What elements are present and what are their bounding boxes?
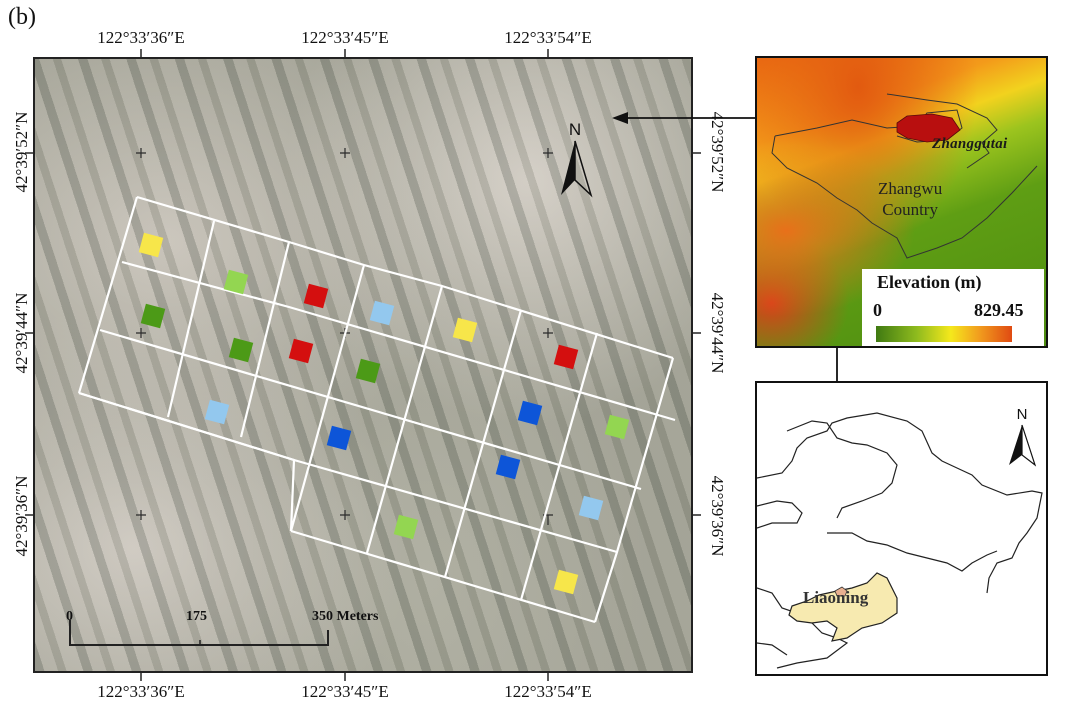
- scale-label-350: 350 Meters: [312, 609, 379, 624]
- plot-marker-blue: [326, 425, 352, 451]
- frame-ticks: [25, 49, 701, 681]
- scale-label-0: 0: [66, 609, 73, 624]
- dem-boundaries: [771, 93, 1038, 259]
- plot-marker-dark-green: [140, 303, 166, 329]
- sampling-grid: [77, 195, 676, 624]
- plot-marker-light-green: [393, 514, 419, 540]
- plot-markers: [138, 232, 630, 595]
- study-area-marker: [834, 586, 848, 597]
- zhanggutai-region: [896, 113, 961, 143]
- scale-bar: [69, 620, 329, 646]
- plot-marker-blue: [495, 454, 521, 480]
- lon-label-bottom-1: 122°33′36″E: [97, 682, 185, 701]
- elevation-color-ramp: [876, 326, 1012, 342]
- panel-label: (b): [8, 4, 36, 30]
- legend-max: 829.45: [974, 300, 1024, 320]
- north-arrow-icon: N: [561, 120, 593, 198]
- plot-marker-red: [288, 338, 314, 364]
- plot-marker-light-blue: [369, 300, 395, 326]
- inset-north-arrow-icon: N: [1009, 406, 1037, 467]
- zhangwu-line-1: Zhangwu: [878, 179, 943, 198]
- lon-label-top-1: 122°33′36″E: [97, 28, 185, 47]
- plot-marker-light-blue: [578, 495, 604, 521]
- legend-min: 0: [873, 300, 882, 320]
- province-inset-map: N: [755, 381, 1048, 676]
- zhangwu-county-label: Zhangwu Country: [878, 178, 942, 220]
- plot-marker-yellow: [452, 317, 478, 343]
- lon-label-top-2: 122°33′45″E: [301, 28, 389, 47]
- plot-marker-dark-green: [228, 337, 254, 363]
- lon-label-bottom-3: 122°33′54″E: [504, 682, 592, 701]
- plot-marker-red: [553, 344, 579, 370]
- plot-marker-light-green: [223, 269, 249, 295]
- lon-label-bottom-2: 122°33′45″E: [301, 682, 389, 701]
- plot-marker-light-blue: [204, 399, 230, 425]
- scale-label-175: 175: [186, 609, 207, 624]
- plot-marker-yellow: [553, 569, 579, 595]
- plot-marker-light-green: [604, 414, 630, 440]
- liaoning-label: Liaoning: [803, 588, 869, 607]
- legend-title: Elevation (m): [877, 272, 982, 292]
- zhangwu-line-2: Country: [882, 200, 938, 219]
- plot-marker-red: [303, 283, 329, 309]
- svg-text:N: N: [1017, 406, 1028, 423]
- plot-marker-yellow: [138, 232, 164, 258]
- plot-marker-dark-green: [355, 358, 381, 384]
- province-boundaries: N: [757, 406, 1043, 669]
- plot-marker-blue: [517, 400, 543, 426]
- north-label: N: [569, 120, 581, 139]
- zhanggutai-label: Zhanggutai: [932, 136, 1008, 152]
- lon-label-top-3: 122°33′54″E: [504, 28, 592, 47]
